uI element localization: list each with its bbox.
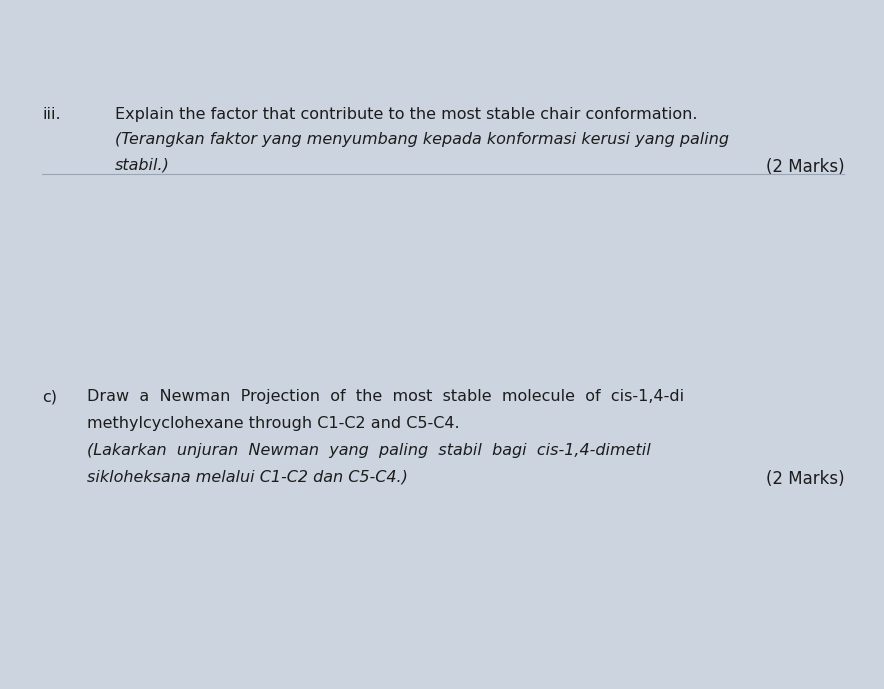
Text: (Terangkan faktor yang menyumbang kepada konformasi kerusi yang paling: (Terangkan faktor yang menyumbang kepada… — [115, 132, 729, 147]
Text: (2 Marks): (2 Marks) — [766, 470, 844, 488]
Text: Explain the factor that contribute to the most stable chair conformation.: Explain the factor that contribute to th… — [115, 107, 697, 122]
Text: methylcyclohexane through C1-C2 and C5-C4.: methylcyclohexane through C1-C2 and C5-C… — [87, 416, 460, 431]
Text: (Lakarkan  unjuran  Newman  yang  paling  stabil  bagi  cis-1,4-dimetil: (Lakarkan unjuran Newman yang paling sta… — [87, 443, 651, 458]
Text: stabil.): stabil.) — [115, 158, 170, 173]
Text: iii.: iii. — [42, 107, 61, 122]
Text: (2 Marks): (2 Marks) — [766, 158, 844, 176]
Text: c): c) — [42, 389, 57, 404]
Text: sikloheksana melalui C1-C2 dan C5-C4.): sikloheksana melalui C1-C2 dan C5-C4.) — [87, 470, 408, 485]
Text: Draw  a  Newman  Projection  of  the  most  stable  molecule  of  cis-1,4-di: Draw a Newman Projection of the most sta… — [87, 389, 683, 404]
